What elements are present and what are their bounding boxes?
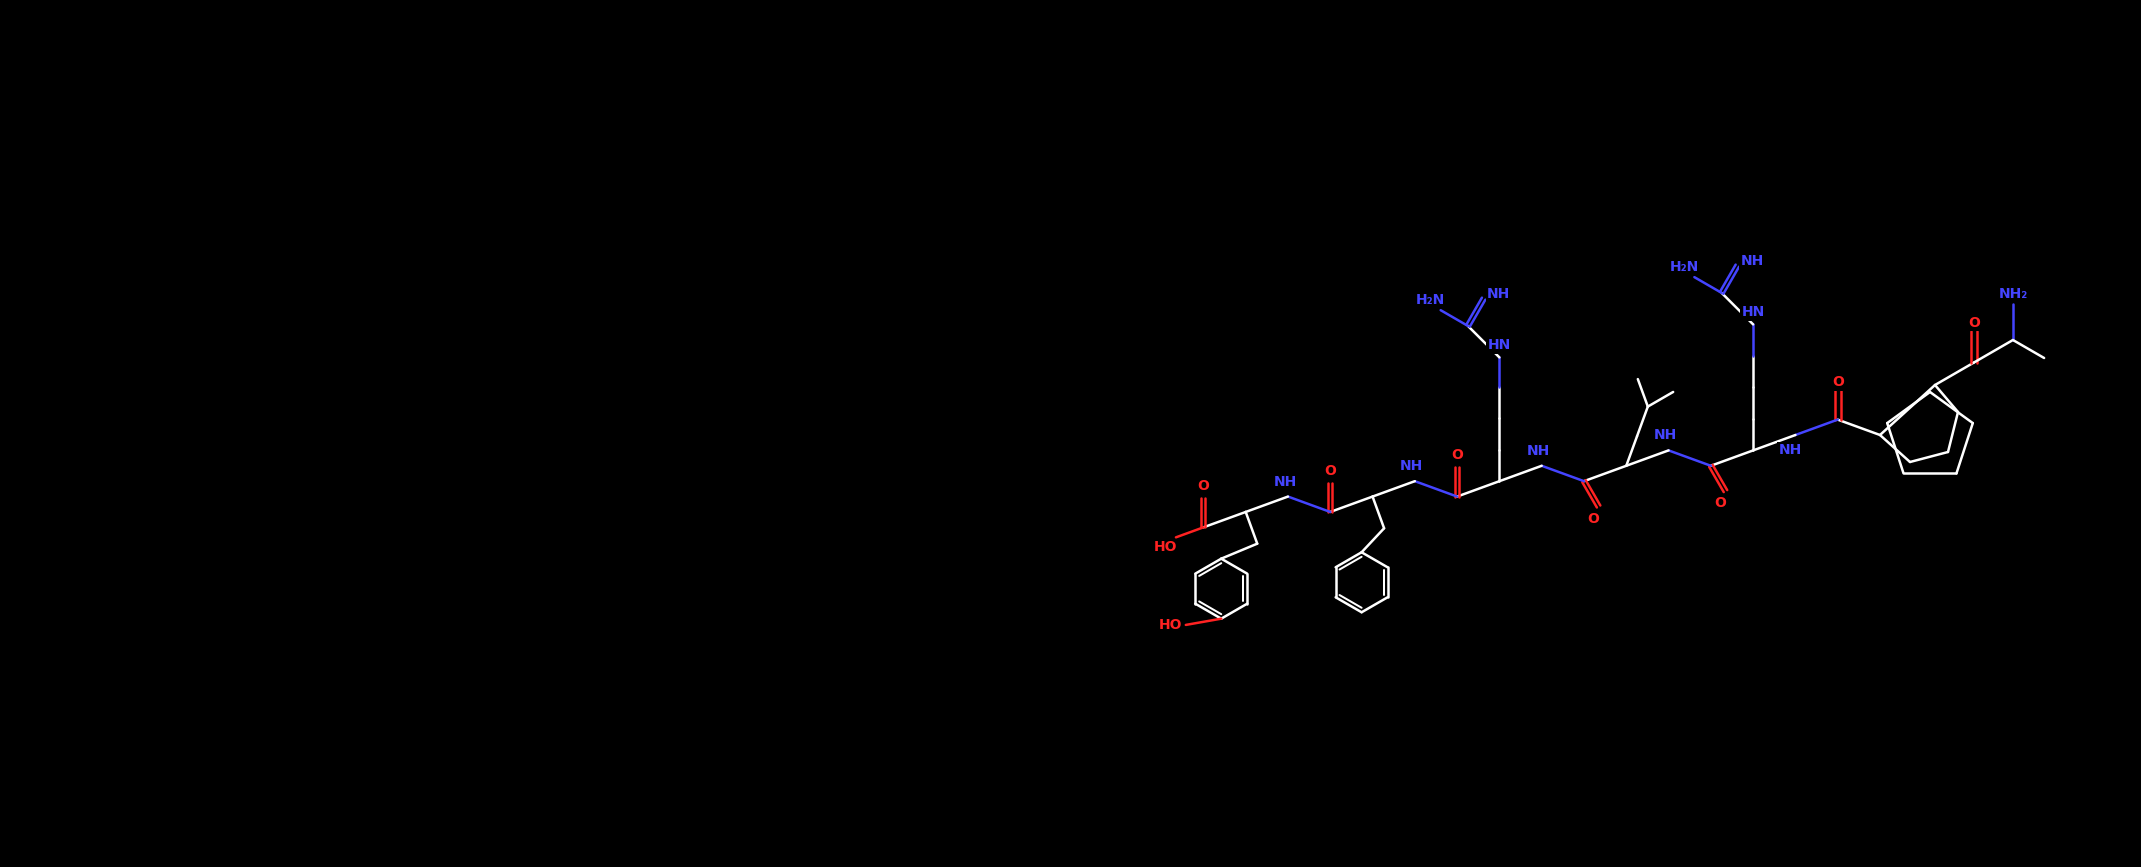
Text: HN: HN — [1741, 305, 1764, 319]
Text: NH₂: NH₂ — [1998, 287, 2028, 301]
Text: O: O — [1968, 316, 1980, 330]
Text: NH: NH — [1655, 428, 1676, 442]
Text: O: O — [1715, 496, 1726, 510]
Text: O: O — [1833, 375, 1843, 389]
Text: NH: NH — [1527, 444, 1550, 458]
Text: HO: HO — [1158, 618, 1182, 632]
Text: NH: NH — [1779, 443, 1803, 457]
Text: O: O — [1325, 464, 1336, 478]
Text: NH: NH — [1400, 460, 1424, 473]
Text: HN: HN — [1488, 338, 1512, 352]
Text: HO: HO — [1154, 540, 1178, 554]
Text: O: O — [1452, 448, 1462, 462]
Text: O: O — [1589, 512, 1599, 525]
Text: H₂N: H₂N — [1415, 293, 1445, 307]
Text: O: O — [1197, 479, 1210, 493]
Text: NH: NH — [1488, 287, 1509, 301]
Text: NH: NH — [1274, 474, 1297, 489]
Text: NH: NH — [1741, 254, 1764, 268]
Text: H₂N: H₂N — [1670, 260, 1700, 274]
